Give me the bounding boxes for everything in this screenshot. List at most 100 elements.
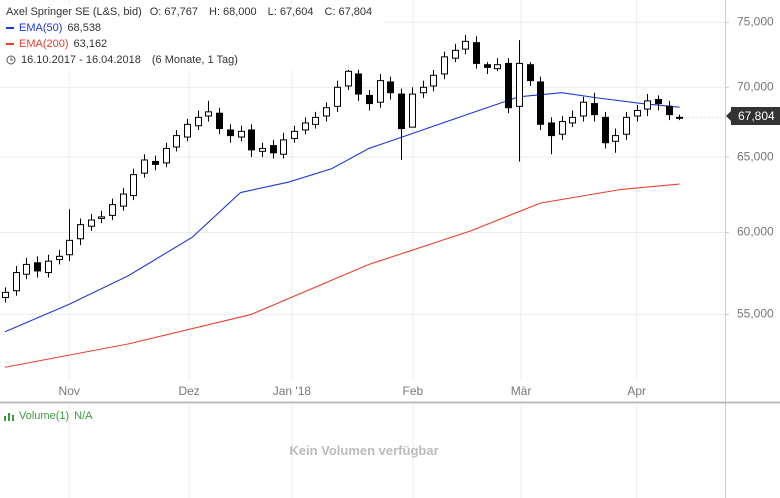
candle-body	[163, 147, 170, 164]
y-tick-label: 70,000	[737, 79, 774, 93]
quote-row: Axel Springer SE (L&S, bid) O: 67,767 H: 68…	[6, 4, 378, 20]
candle-body	[591, 103, 598, 116]
quote-item: H: 68,000	[209, 4, 260, 20]
candle-body	[377, 80, 384, 103]
overlay-line	[4, 92, 680, 333]
candle-body	[66, 239, 73, 256]
legend-value: 68,538	[67, 22, 102, 34]
candle-body	[205, 111, 212, 117]
overlay-line	[4, 183, 680, 368]
y-tick-label: 60,000	[737, 225, 774, 239]
candle-body	[409, 93, 416, 128]
volume-value: N/A	[74, 410, 93, 422]
candle-body	[270, 145, 277, 154]
candle-body	[548, 122, 555, 137]
candle-body	[334, 86, 341, 107]
candle-body	[366, 94, 373, 105]
candle-body	[666, 105, 673, 116]
y-tick-label: 55,000	[737, 307, 774, 321]
x-tick-label: Feb	[403, 384, 424, 398]
candle-body	[302, 122, 309, 131]
candle-body	[248, 129, 255, 151]
candle-body	[141, 159, 148, 174]
quote-name: O:	[149, 6, 162, 18]
candle-body	[173, 135, 180, 148]
candle-body	[345, 70, 352, 87]
candle-body	[398, 93, 405, 130]
chart-title: Axel Springer SE (L&S, bid)	[6, 6, 142, 18]
period: 16.10.2017 - 16.04.2018	[21, 54, 141, 66]
quote-item: L: 67,604	[268, 4, 317, 20]
candle-body	[537, 81, 544, 125]
candle-body	[420, 86, 427, 94]
quote-name: C:	[324, 6, 336, 18]
candle-body	[580, 101, 587, 117]
candle-body	[355, 73, 362, 95]
candle-body	[569, 116, 576, 124]
candle-body	[462, 40, 469, 50]
candle-body	[430, 74, 437, 87]
candle-body	[516, 62, 523, 107]
clock-icon	[6, 55, 16, 65]
legend-item: EMA(50) 68,538	[6, 20, 378, 36]
candle-body	[120, 193, 127, 207]
x-tick-label: Jan '18	[273, 384, 312, 398]
quote-value: 67,804	[338, 6, 373, 18]
candle-body	[505, 62, 512, 109]
candle-body	[184, 123, 191, 138]
candle-body	[88, 219, 95, 227]
candle-body	[527, 64, 534, 82]
legend-item: EMA(200) 63,162	[6, 36, 378, 52]
interval: (6 Monate, 1 Tag)	[151, 54, 238, 66]
quote-name: H:	[209, 6, 221, 18]
legend: EMA(50) 68,538 EMA(200) 63,162	[6, 20, 378, 52]
candle-body	[312, 116, 319, 125]
candle-body	[109, 204, 116, 216]
candle-body	[227, 129, 234, 137]
candle-body	[494, 64, 501, 70]
candle-body	[195, 116, 202, 127]
candle-body	[676, 116, 683, 119]
legend-value: 63,162	[73, 38, 108, 50]
candle-body	[441, 56, 448, 75]
legend-name: EMA(50)	[19, 22, 63, 34]
candle-body	[291, 130, 298, 139]
quote-value: 67,767	[164, 6, 199, 18]
volume-message: Kein Volumen verfügbar	[289, 443, 439, 458]
candle-body	[216, 112, 223, 130]
candle-body	[2, 291, 9, 298]
quote-name: L:	[267, 6, 277, 18]
candle-body	[644, 100, 651, 110]
candle-body	[280, 139, 287, 155]
candle-body	[484, 64, 491, 68]
volume-legend: Volume(1) N/A	[4, 410, 119, 422]
quote-value: 67,604	[279, 6, 314, 18]
y-tick-label: 75,000	[737, 15, 774, 29]
legend-swatch	[6, 27, 14, 29]
volume-title: Volume(1)	[19, 410, 70, 422]
header: Axel Springer SE (L&S, bid) O: 67,767 H: 68…	[4, 4, 385, 70]
x-tick-label: Apr	[627, 384, 646, 398]
candle-body	[387, 81, 394, 94]
x-tick-label: Dez	[178, 384, 199, 398]
candle-body	[13, 272, 20, 292]
candle-body	[238, 130, 245, 138]
x-tick-label: Mär	[511, 384, 532, 398]
candle-body	[634, 109, 641, 117]
candle-body	[34, 262, 41, 272]
candle-body	[130, 174, 137, 197]
candle-body	[623, 116, 630, 135]
x-tick-label: Nov	[59, 384, 80, 398]
y-tick-label: 65,000	[737, 149, 774, 163]
quote-value: 68,000	[223, 6, 257, 18]
volume-icon	[4, 412, 14, 421]
candle-body	[559, 121, 566, 135]
candle-body	[152, 160, 159, 165]
candle-body	[23, 263, 30, 275]
quote-item: O: 67,767	[150, 4, 201, 20]
candle-body	[323, 107, 330, 117]
candle-body	[612, 135, 619, 142]
candle-body	[655, 98, 662, 105]
candle-body	[452, 49, 459, 59]
